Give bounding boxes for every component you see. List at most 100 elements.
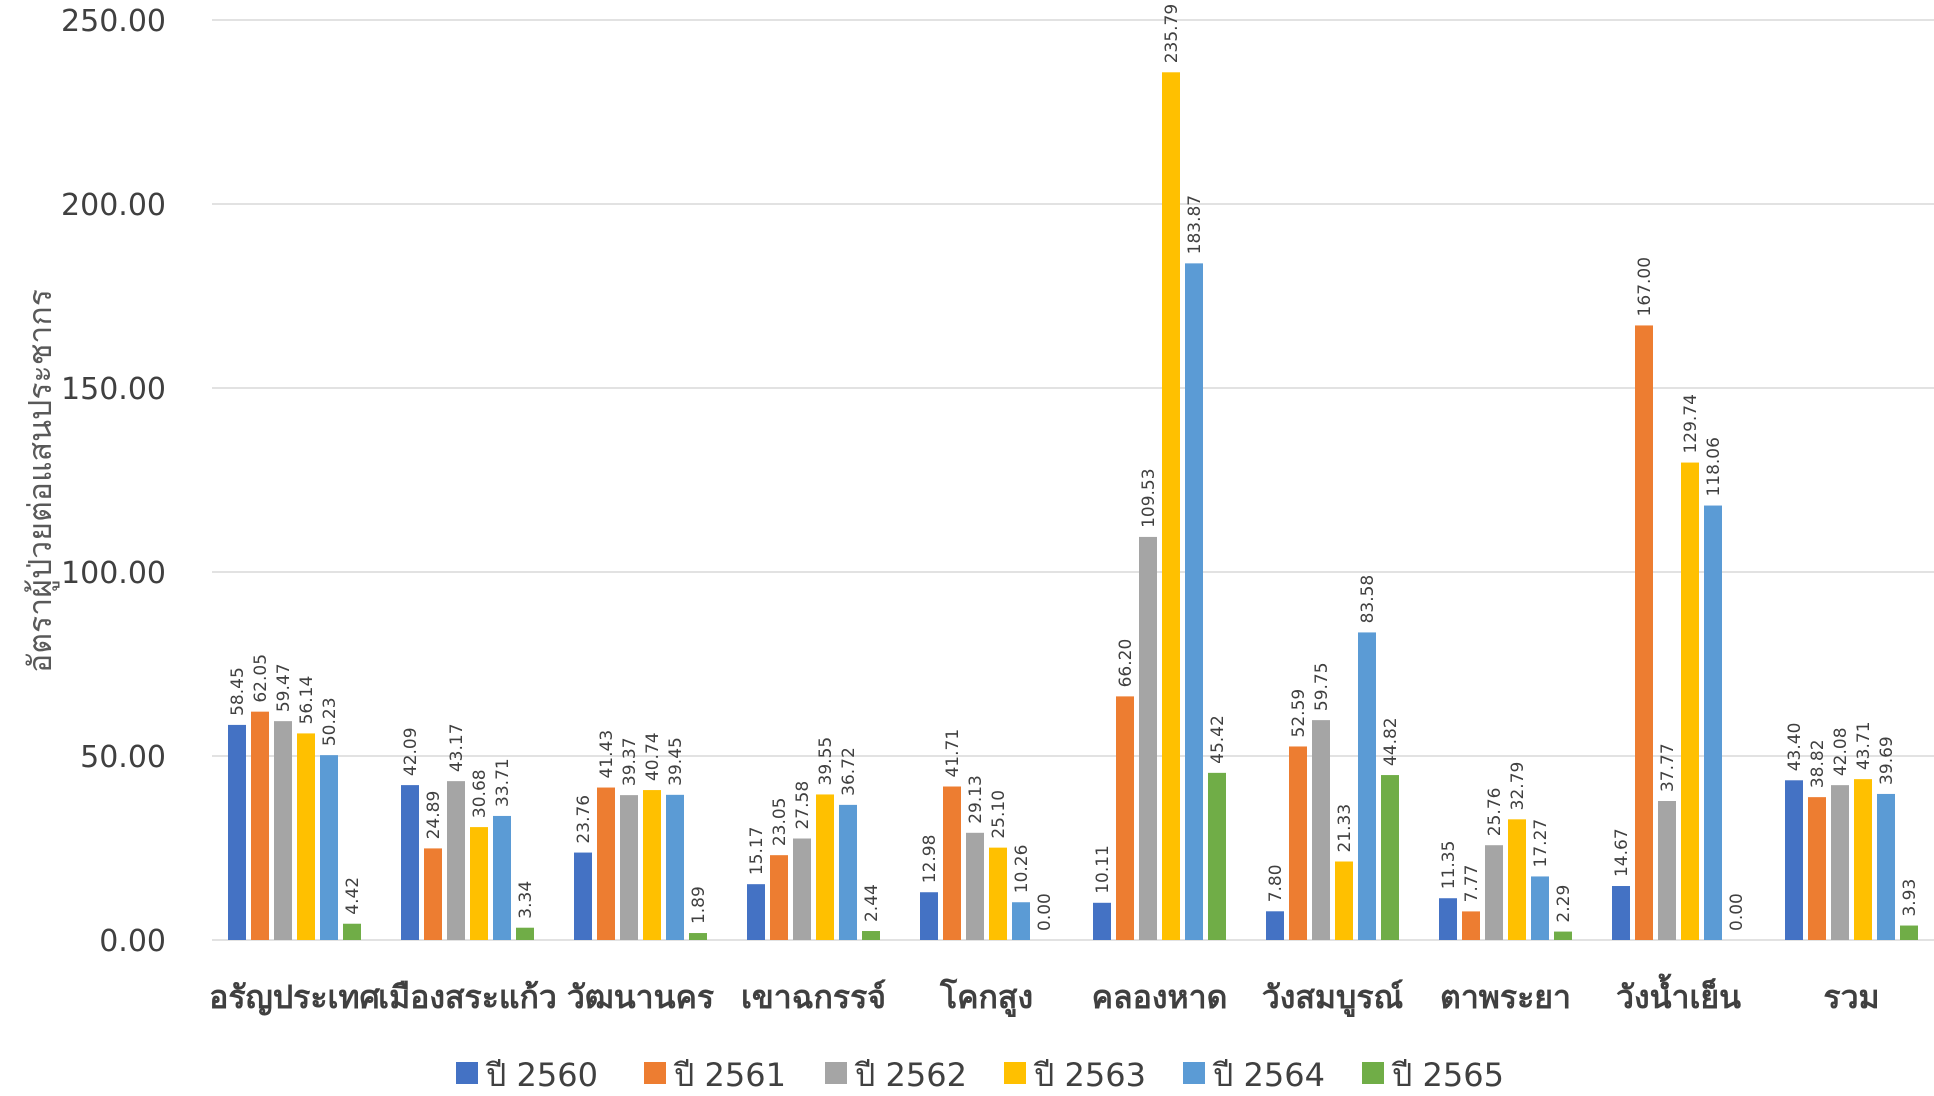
bar-4-4 xyxy=(1012,902,1030,940)
data-label-2-7: 25.76 xyxy=(1485,788,1505,837)
bar-3-0 xyxy=(297,733,315,940)
bar-5-6 xyxy=(1381,775,1399,940)
bar-1-9 xyxy=(1808,797,1826,940)
data-label-1-3: 23.05 xyxy=(770,798,790,847)
data-label-5-8: 0.00 xyxy=(1727,893,1747,931)
y-tick-label-5: 250.00 xyxy=(61,4,166,39)
bar-2-6 xyxy=(1312,720,1330,940)
y-axis-ticks: 0.00 50.00 100.00 150.00 200.00 250.00 xyxy=(61,4,166,959)
bar-0-0 xyxy=(228,724,246,940)
bar-4-6 xyxy=(1358,632,1376,940)
data-label-5-9: 3.93 xyxy=(1900,879,1920,917)
bar-4-9 xyxy=(1877,793,1895,940)
data-label-0-6: 7.80 xyxy=(1266,864,1286,902)
bar-3-2 xyxy=(643,790,661,940)
data-label-2-6: 59.75 xyxy=(1312,662,1332,711)
bars-layer xyxy=(228,72,1918,941)
bar-1-3 xyxy=(770,855,788,940)
bar-5-5 xyxy=(1208,772,1226,940)
bar-4-8 xyxy=(1704,505,1722,940)
bar-3-4 xyxy=(989,847,1007,940)
bar-3-5 xyxy=(1162,72,1180,941)
y-tick-label-1: 50.00 xyxy=(80,740,166,775)
bar-1-6 xyxy=(1289,746,1307,940)
data-label-4-1: 33.71 xyxy=(493,758,513,807)
bar-3-1 xyxy=(470,827,488,940)
data-label-2-9: 42.08 xyxy=(1831,727,1851,776)
bar-5-9 xyxy=(1900,925,1918,940)
data-label-0-8: 14.67 xyxy=(1612,828,1632,877)
bar-0-5 xyxy=(1093,902,1111,940)
bar-4-0 xyxy=(320,755,338,940)
bar-5-3 xyxy=(862,931,880,940)
data-label-4-4: 10.26 xyxy=(1012,845,1032,894)
data-label-1-0: 62.05 xyxy=(251,654,271,703)
y-tick-label-4: 200.00 xyxy=(61,188,166,223)
bar-3-3 xyxy=(816,794,834,940)
data-label-1-1: 24.89 xyxy=(424,791,444,840)
x-tick-label-3: เขาฉกรรจ์ xyxy=(741,978,886,1016)
bar-2-5 xyxy=(1139,536,1157,940)
legend-swatch-3 xyxy=(1004,1062,1026,1084)
legend-label-0: ปี 2560 xyxy=(485,1056,598,1092)
x-tick-label-7: ตาพระยา xyxy=(1440,978,1571,1016)
bar-4-1 xyxy=(493,815,511,940)
data-label-5-2: 1.89 xyxy=(689,886,709,924)
data-label-4-7: 17.27 xyxy=(1531,819,1551,868)
bar-0-6 xyxy=(1266,911,1284,940)
legend: ปี 2560 ปี 2561 ปี 2562 ปี 2563 ปี 2564 ปี 25… xyxy=(456,1056,1504,1094)
data-labels-layer: 58.45 42.09 23.76 15.17 12.98 10.11 7.80 11.35 1… xyxy=(228,4,1920,931)
data-label-0-0: 58.45 xyxy=(228,667,248,716)
data-label-1-5: 66.20 xyxy=(1116,639,1136,688)
bar-0-3 xyxy=(747,884,765,940)
data-label-3-6: 21.33 xyxy=(1335,804,1355,853)
data-label-3-1: 30.68 xyxy=(470,769,490,818)
data-label-0-9: 43.40 xyxy=(1785,723,1805,772)
data-label-0-4: 12.98 xyxy=(920,835,940,884)
bar-0-7 xyxy=(1439,898,1457,940)
y-tick-label-2: 100.00 xyxy=(61,556,166,591)
data-label-2-0: 59.47 xyxy=(274,663,294,712)
legend-swatch-2 xyxy=(825,1062,847,1084)
data-label-4-9: 39.69 xyxy=(1877,736,1897,785)
bar-5-7 xyxy=(1554,931,1572,940)
data-label-3-2: 40.74 xyxy=(643,732,663,781)
data-label-2-4: 29.13 xyxy=(966,775,986,824)
bar-0-8 xyxy=(1612,886,1630,940)
data-label-5-1: 3.34 xyxy=(516,881,536,919)
bar-1-8 xyxy=(1635,325,1653,940)
x-tick-label-2: วัฒนานคร xyxy=(567,978,714,1016)
data-label-5-4: 0.00 xyxy=(1035,893,1055,931)
bar-5-1 xyxy=(516,927,534,940)
x-tick-label-4: โคกสูง xyxy=(939,978,1033,1018)
bar-2-9 xyxy=(1831,785,1849,940)
bar-0-2 xyxy=(574,852,592,940)
data-label-4-2: 39.45 xyxy=(666,737,686,786)
data-label-5-6: 44.82 xyxy=(1381,717,1401,766)
x-tick-label-6: วังสมบูรณ์ xyxy=(1262,978,1403,1018)
bar-0-9 xyxy=(1785,780,1803,940)
bar-1-7 xyxy=(1462,911,1480,940)
bar-1-4 xyxy=(943,786,961,940)
bar-3-6 xyxy=(1335,861,1353,940)
bar-2-3 xyxy=(793,838,811,940)
data-label-1-4: 41.71 xyxy=(943,729,963,778)
x-tick-label-1: เมืองสระแก้ว xyxy=(378,978,557,1016)
data-label-3-5: 235.79 xyxy=(1162,4,1182,63)
data-label-4-0: 50.23 xyxy=(320,697,340,746)
legend-swatch-1 xyxy=(644,1062,666,1084)
data-label-0-5: 10.11 xyxy=(1093,845,1113,894)
legend-label-3: ปี 2563 xyxy=(1033,1056,1146,1092)
data-label-1-6: 52.59 xyxy=(1289,689,1309,738)
bar-3-7 xyxy=(1508,819,1526,940)
bar-1-5 xyxy=(1116,696,1134,940)
data-label-3-3: 39.55 xyxy=(816,737,836,786)
data-label-3-0: 56.14 xyxy=(297,676,317,725)
data-label-4-3: 36.72 xyxy=(839,747,859,796)
data-label-3-9: 43.71 xyxy=(1854,721,1874,770)
data-label-1-9: 38.82 xyxy=(1808,739,1828,788)
bar-1-1 xyxy=(424,848,442,940)
bar-2-7 xyxy=(1485,845,1503,940)
